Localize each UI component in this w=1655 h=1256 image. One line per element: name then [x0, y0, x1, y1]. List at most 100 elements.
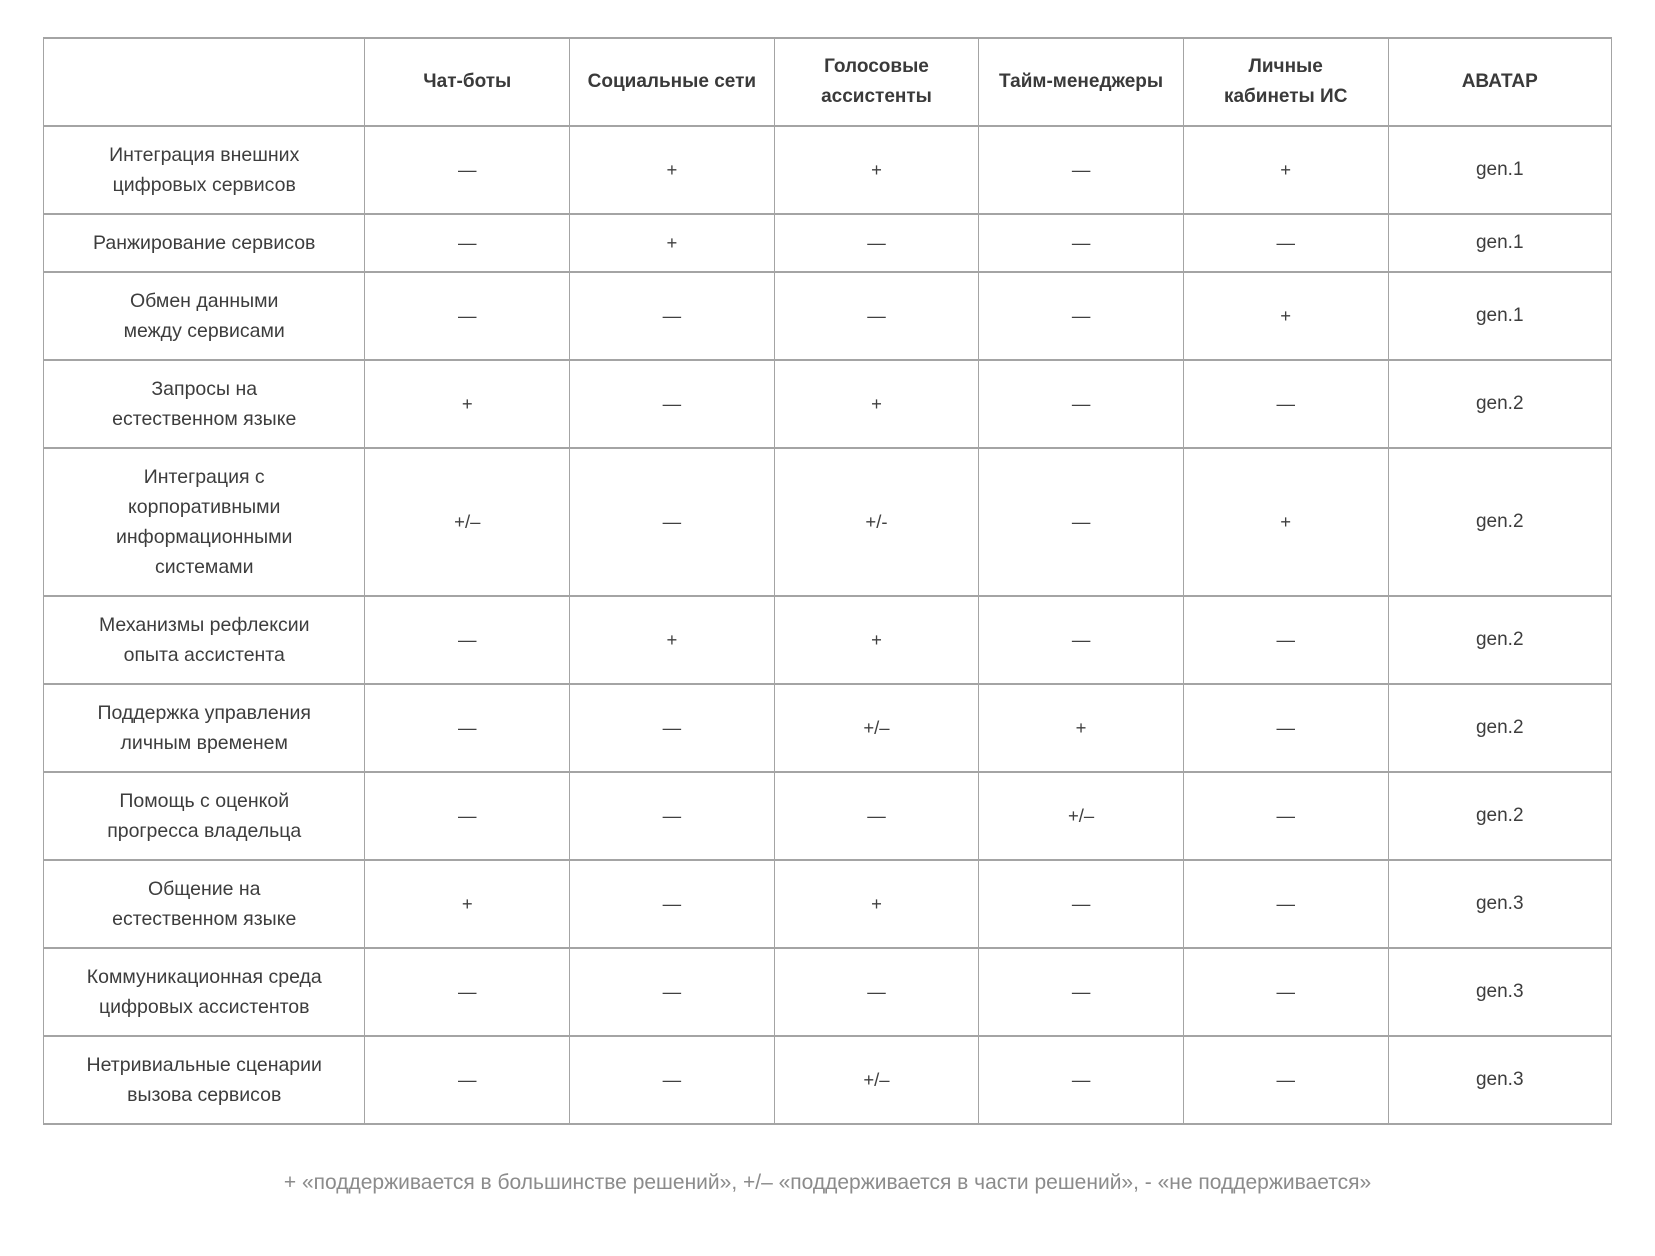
feature-label: Общение на естественном языке [42, 859, 366, 949]
table-header: Чат-боты Социальные сети Голосовые ассисте… [42, 37, 1612, 127]
avatar-generation-cell: gen.2 [1387, 683, 1612, 773]
value-cell: — [1182, 1035, 1389, 1125]
value-cell: — [978, 125, 1184, 215]
table-row: Помощь с оценкой прогресса владельца — — — +… [42, 771, 1612, 861]
value-cell: +/- [773, 447, 980, 597]
column-header: Чат-боты [364, 37, 571, 127]
value-cell: — [978, 359, 1184, 449]
value-cell: — [1182, 683, 1389, 773]
value-cell: + [569, 125, 775, 215]
table-row: Общение на естественном языке + — + — — gen.3 [42, 859, 1612, 949]
value-cell: — [773, 213, 980, 273]
value-cell: + [773, 859, 980, 949]
feature-label: Интеграция с корпоративными информационн… [42, 447, 366, 597]
value-cell: + [569, 595, 775, 685]
avatar-generation-cell: gen.2 [1387, 359, 1612, 449]
value-cell: — [978, 859, 1184, 949]
value-cell: + [364, 359, 571, 449]
value-cell: — [364, 595, 571, 685]
table-row: Обмен данными между сервисами — — — — + gen.1 [42, 271, 1612, 361]
value-cell: — [364, 947, 571, 1037]
corner-cell [42, 37, 366, 127]
value-cell: — [569, 359, 775, 449]
feature-label: Обмен данными между сервисами [42, 271, 366, 361]
table-row: Механизмы рефлексии опыта ассистента — + + —… [42, 595, 1612, 685]
value-cell: — [364, 771, 571, 861]
value-cell: — [364, 271, 571, 361]
header-row: Чат-боты Социальные сети Голосовые ассисте… [42, 37, 1612, 127]
value-cell: — [364, 213, 571, 273]
column-header: АВАТАР [1387, 37, 1612, 127]
value-cell: — [1182, 213, 1389, 273]
value-cell: — [978, 1035, 1184, 1125]
value-cell: — [569, 859, 775, 949]
feature-label: Запросы на естественном языке [42, 359, 366, 449]
value-cell: — [569, 1035, 775, 1125]
avatar-generation-cell: gen.3 [1387, 859, 1612, 949]
value-cell: — [978, 271, 1184, 361]
table-row: Поддержка управления личным временем — — +/… [42, 683, 1612, 773]
avatar-generation-cell: gen.1 [1387, 271, 1612, 361]
feature-label: Коммуникационная среда цифровых ассистен… [42, 947, 366, 1037]
column-header: Социальные сети [569, 37, 775, 127]
value-cell: — [1182, 859, 1389, 949]
table-row: Запросы на естественном языке + — + — — gen.2 [42, 359, 1612, 449]
value-cell: — [773, 271, 980, 361]
value-cell: — [569, 447, 775, 597]
table-body: Интеграция внешних цифровых сервисов — + + —… [42, 125, 1612, 1125]
value-cell: + [364, 859, 571, 949]
value-cell: — [569, 947, 775, 1037]
table-row: Интеграция с корпоративными информационн… [42, 447, 1612, 597]
value-cell: +/– [773, 1035, 980, 1125]
value-cell: — [569, 771, 775, 861]
value-cell: — [773, 771, 980, 861]
column-header: Голосовые ассистенты [773, 37, 980, 127]
column-header: Тайм-менеджеры [978, 37, 1184, 127]
value-cell: +/– [364, 447, 571, 597]
value-cell: — [978, 213, 1184, 273]
value-cell: + [1182, 125, 1389, 215]
comparison-table: Чат-боты Социальные сети Голосовые ассисте… [42, 37, 1612, 1125]
table-row: Интеграция внешних цифровых сервисов — + + —… [42, 125, 1612, 215]
avatar-generation-cell: gen.3 [1387, 947, 1612, 1037]
column-header: Личные кабинеты ИС [1182, 37, 1389, 127]
table-row: Нетривиальные сценарии вызова сервисов — —… [42, 1035, 1612, 1125]
value-cell: — [569, 271, 775, 361]
feature-label: Интеграция внешних цифровых сервисов [42, 125, 366, 215]
table-row: Ранжирование сервисов — + — — — gen.1 [42, 213, 1612, 273]
avatar-generation-cell: gen.2 [1387, 447, 1612, 597]
legend-text: + «поддерживается в большинстве решений»… [283, 1171, 1372, 1194]
feature-label: Нетривиальные сценарии вызова сервисов [42, 1035, 366, 1125]
avatar-generation-cell: gen.1 [1387, 125, 1612, 215]
value-cell: — [1182, 359, 1389, 449]
value-cell: — [569, 683, 775, 773]
value-cell: + [773, 595, 980, 685]
value-cell: — [1182, 771, 1389, 861]
avatar-generation-cell: gen.2 [1387, 595, 1612, 685]
value-cell: +/– [978, 771, 1184, 861]
value-cell: + [1182, 271, 1389, 361]
feature-label: Механизмы рефлексии опыта ассистента [42, 595, 366, 685]
value-cell: — [773, 947, 980, 1037]
table-row: Коммуникационная среда цифровых ассистен… [42, 947, 1612, 1037]
feature-label: Помощь с оценкой прогресса владельца [42, 771, 366, 861]
value-cell: — [1182, 595, 1389, 685]
value-cell: +/– [773, 683, 980, 773]
value-cell: + [569, 213, 775, 273]
value-cell: + [773, 125, 980, 215]
value-cell: + [1182, 447, 1389, 597]
avatar-generation-cell: gen.3 [1387, 1035, 1612, 1125]
feature-label: Ранжирование сервисов [42, 213, 366, 273]
value-cell: — [978, 947, 1184, 1037]
value-cell: + [773, 359, 980, 449]
feature-label: Поддержка управления личным временем [42, 683, 366, 773]
avatar-generation-cell: gen.1 [1387, 213, 1612, 273]
value-cell: — [978, 595, 1184, 685]
avatar-generation-cell: gen.2 [1387, 771, 1612, 861]
value-cell: — [1182, 947, 1389, 1037]
value-cell: + [978, 683, 1184, 773]
value-cell: — [364, 683, 571, 773]
value-cell: — [978, 447, 1184, 597]
value-cell: — [364, 125, 571, 215]
